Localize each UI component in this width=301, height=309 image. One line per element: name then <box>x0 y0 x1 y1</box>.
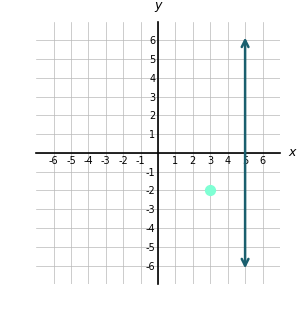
Text: x: x <box>289 146 296 159</box>
Text: y: y <box>154 0 162 12</box>
Point <box>208 188 213 193</box>
